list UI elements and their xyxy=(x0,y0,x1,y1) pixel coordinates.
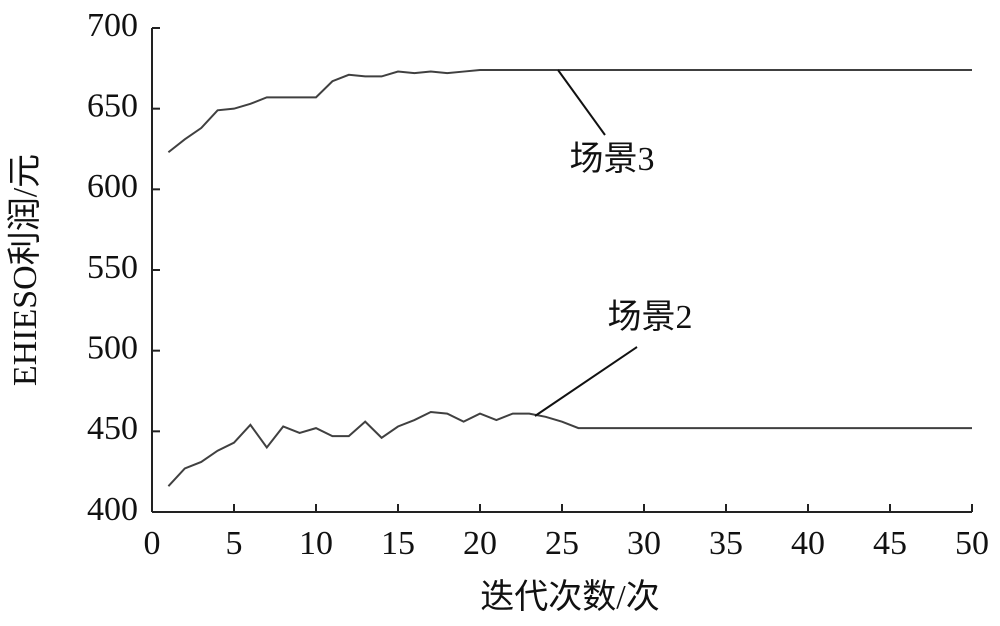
y-tick-label: 700 xyxy=(87,7,138,44)
x-tick-label: 25 xyxy=(545,525,579,562)
leader-line xyxy=(557,69,606,136)
series-label: 场景3 xyxy=(570,141,655,178)
y-tick-label: 600 xyxy=(87,168,138,205)
series-label: 场景2 xyxy=(608,299,693,336)
y-tick-label: 500 xyxy=(87,329,138,366)
x-tick-label: 30 xyxy=(627,525,661,562)
x-tick-label: 20 xyxy=(463,525,497,562)
x-tick-label: 0 xyxy=(144,525,161,562)
x-tick-label: 5 xyxy=(226,525,243,562)
leader-line xyxy=(534,346,638,417)
x-tick-label: 10 xyxy=(299,525,333,562)
x-tick-label: 35 xyxy=(709,525,743,562)
y-tick-label: 650 xyxy=(87,87,138,124)
y-axis-title: EHIESO利润/元 xyxy=(6,154,44,386)
y-tick-label: 550 xyxy=(87,249,138,286)
x-axis-title: 迭代次数/次 xyxy=(480,578,659,616)
y-tick-label: 400 xyxy=(87,491,138,528)
series-line xyxy=(167,410,972,487)
y-tick-label: 450 xyxy=(87,410,138,447)
series-line xyxy=(167,68,972,154)
x-tick-label: 40 xyxy=(791,525,825,562)
x-tick-label: 45 xyxy=(873,525,907,562)
x-tick-label: 50 xyxy=(955,525,989,562)
x-tick-label: 15 xyxy=(381,525,415,562)
